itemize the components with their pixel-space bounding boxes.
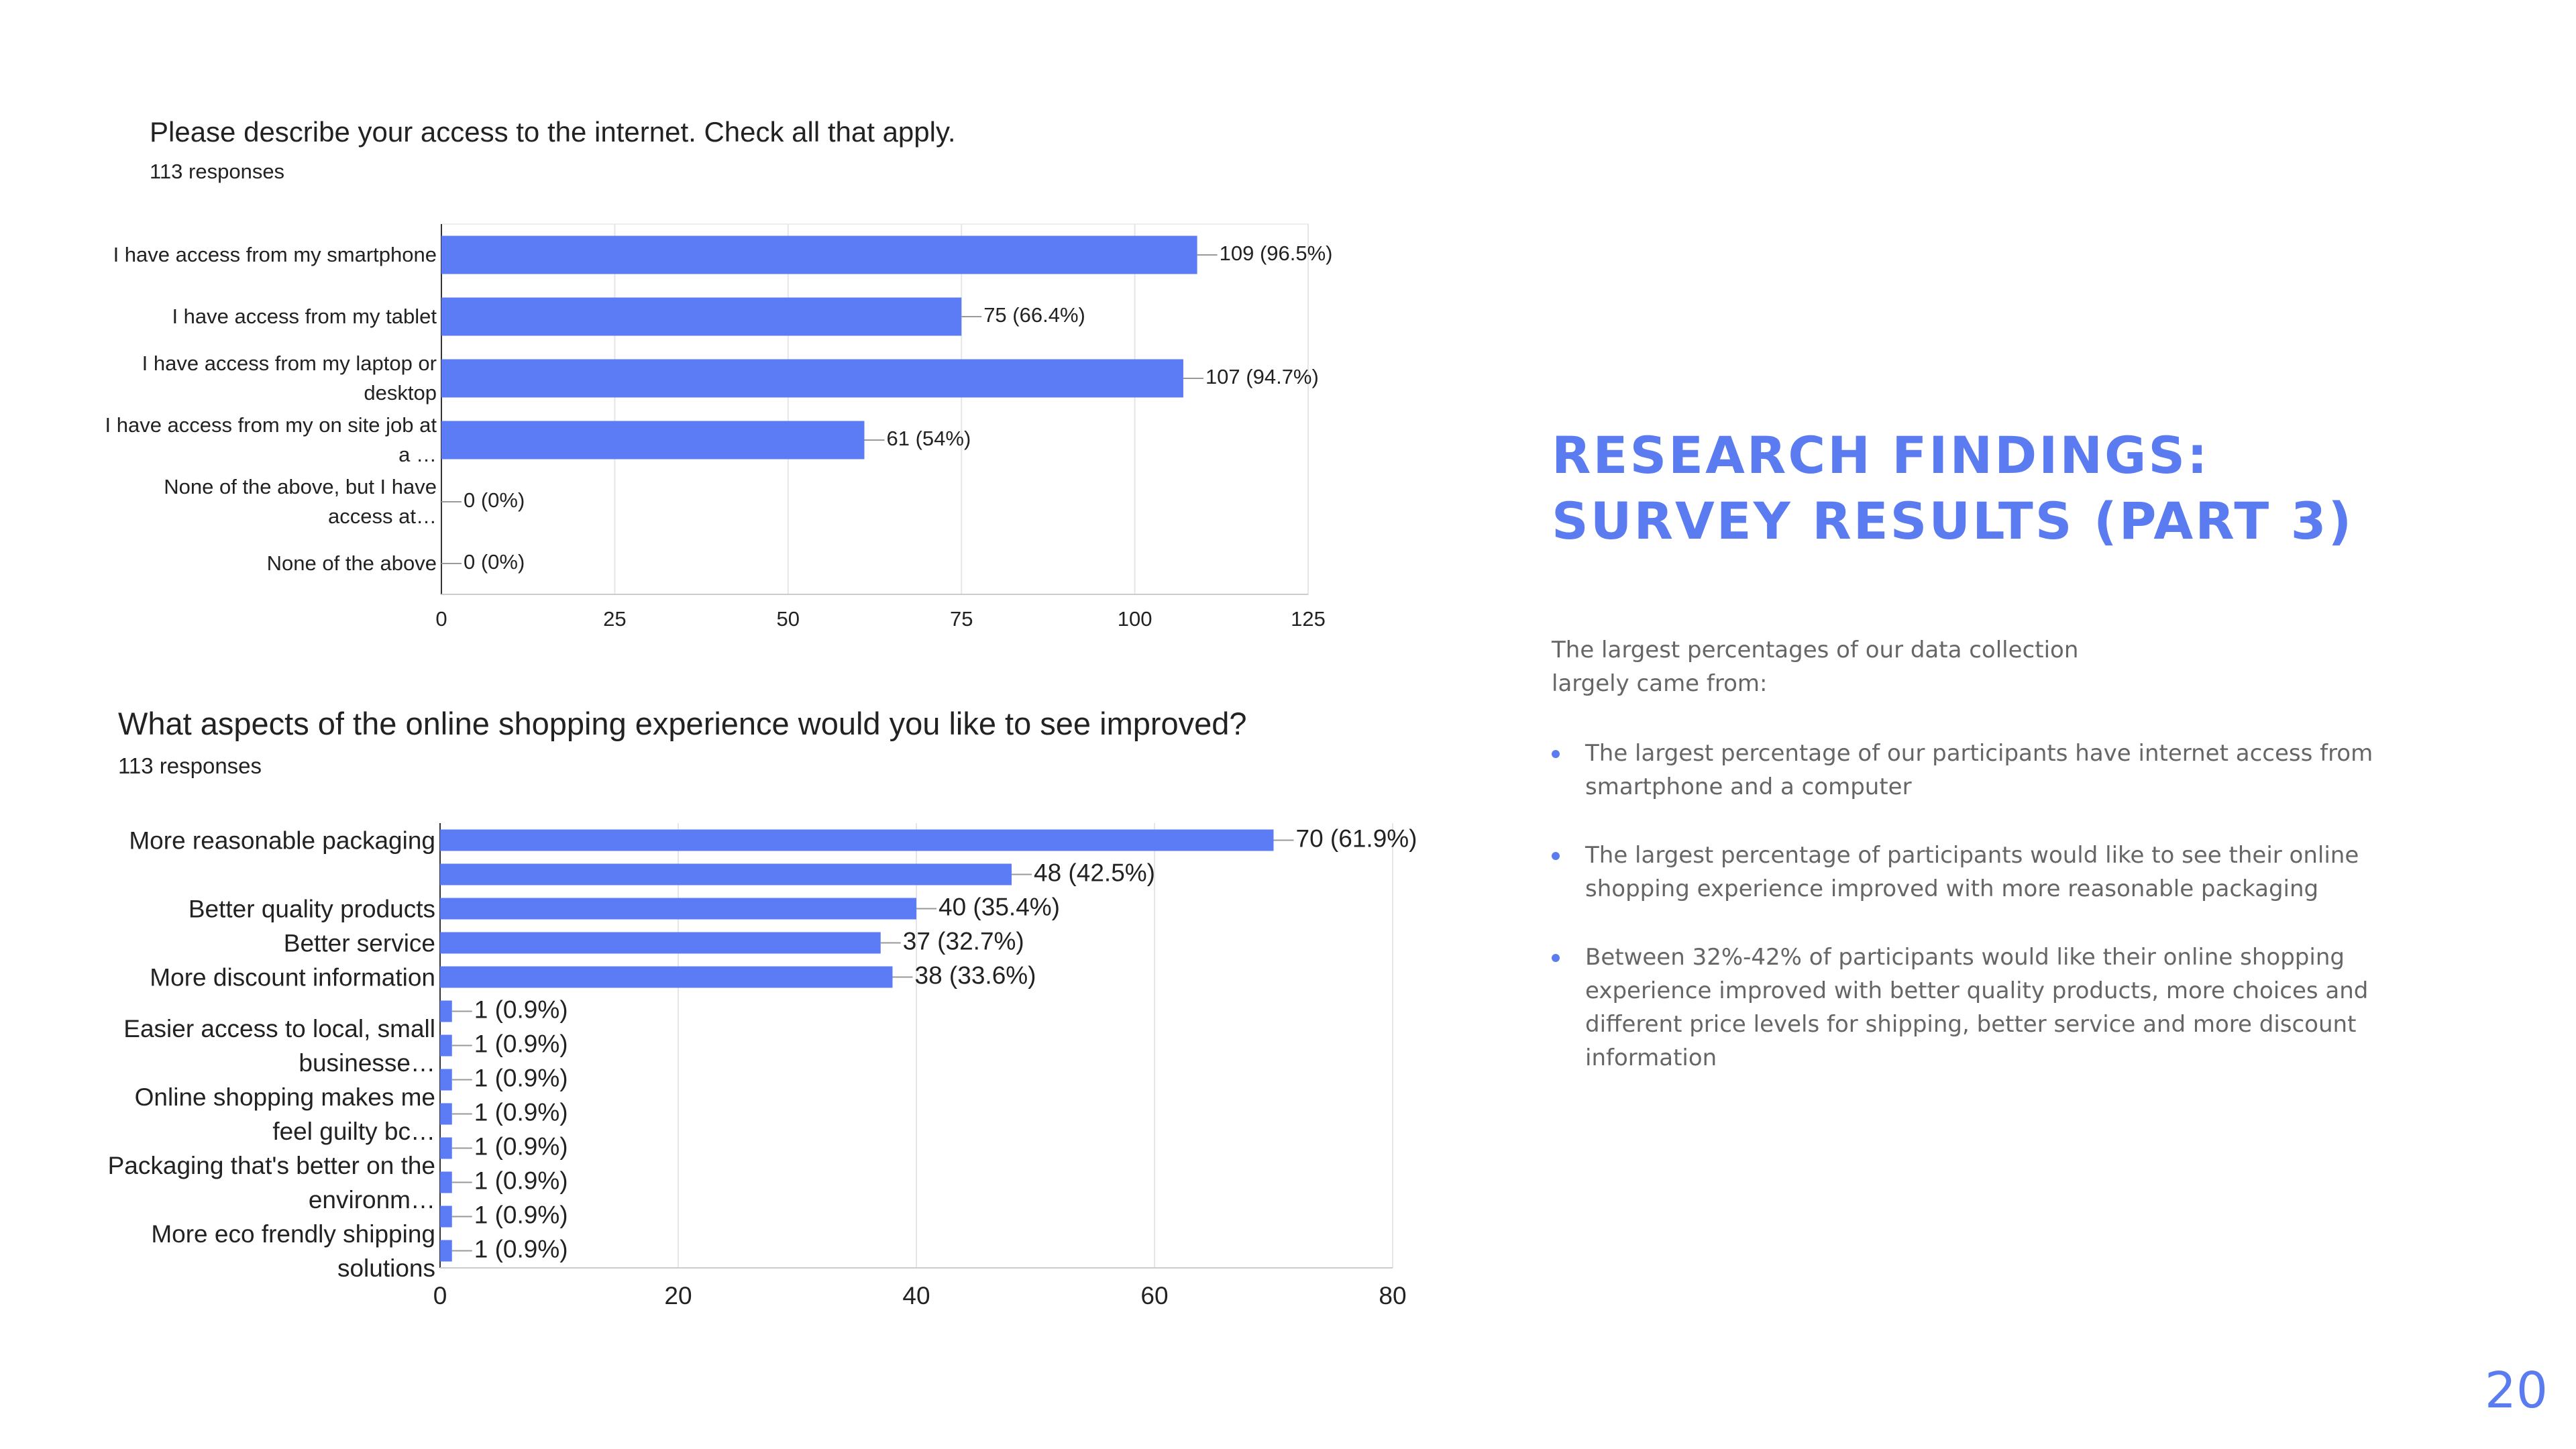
bar: [441, 421, 865, 460]
chart-subtitle: 113 responses: [118, 753, 262, 779]
value-label: 70 (61.9%): [1296, 824, 1417, 852]
bar: [440, 1137, 452, 1159]
value-label: 0 (0%): [464, 550, 525, 574]
value-label: 37 (32.7%): [903, 927, 1024, 955]
x-tick-label: 125: [1291, 607, 1326, 631]
page-number: 20: [2484, 1362, 2548, 1419]
value-label: 0 (0%): [464, 488, 525, 512]
x-tick-label: 50: [777, 607, 800, 631]
bar: [440, 966, 893, 988]
bar: [440, 863, 1012, 885]
chart-subtitle: 113 responses: [150, 160, 285, 184]
bar: [440, 1069, 452, 1091]
intro: The largest percentages of our data coll…: [1552, 637, 2079, 697]
value-label: 40 (35.4%): [938, 893, 1060, 920]
plot-frame: [441, 223, 1309, 595]
bar: [441, 297, 962, 336]
bar: [440, 1000, 452, 1022]
y-tick-label: Packaging that's better on the environm…: [107, 1151, 435, 1214]
y-tick-label: More discount information: [150, 963, 435, 991]
value-label: 107 (94.7%): [1205, 365, 1319, 388]
y-tick-label: Better quality products: [188, 895, 435, 922]
y-tick-label: I have access from my tablet: [172, 305, 437, 328]
x-tick-label: 20: [664, 1282, 692, 1309]
y-tick-label: More eco frendly shipping solutions: [151, 1220, 435, 1282]
value-label: 1 (0.9%): [474, 1030, 568, 1057]
y-tick-label: Online shopping makes me feel guilty bc…: [134, 1083, 435, 1145]
y-tick-label: I have access from my on site job at a …: [105, 413, 437, 466]
y-tick-label: None of the above, but I have access at…: [164, 475, 437, 528]
value-label: 1 (0.9%): [474, 1167, 568, 1194]
value-label: 1 (0.9%): [474, 1098, 568, 1126]
x-tick-label: 80: [1379, 1282, 1406, 1309]
x-tick-label: 60: [1140, 1282, 1168, 1309]
bar: [440, 898, 916, 920]
value-label: 48 (42.5%): [1034, 859, 1155, 886]
y-tick-label: None of the above: [266, 551, 437, 575]
value-label: 1 (0.9%): [474, 996, 568, 1023]
bar: [441, 235, 1197, 274]
y-tick-label: Easier access to local, small businesse…: [123, 1014, 435, 1077]
bar: [440, 932, 881, 954]
chart-title: What aspects of the online shopping expe…: [118, 705, 1247, 741]
y-tick-label: I have access from my laptop or desktop: [142, 352, 437, 405]
bullet: Between 32%-42% of participants would li…: [1552, 941, 2464, 1075]
bar: [440, 1171, 452, 1193]
heading: RESEARCH FINDINGS: SURVEY RESULTS (PART …: [1552, 423, 2464, 554]
x-tick-label: 40: [902, 1282, 930, 1309]
bar: [441, 359, 1183, 398]
value-label: 1 (0.9%): [474, 1064, 568, 1091]
bar: [440, 1034, 452, 1057]
x-tick-label: 75: [950, 607, 973, 631]
bullet: The largest percentage of participants w…: [1552, 839, 2464, 906]
value-label: 109 (96.5%): [1220, 241, 1333, 265]
value-label: 61 (54%): [886, 427, 971, 450]
bullet-list: The largest percentage of our participan…: [1552, 737, 2464, 1075]
bar: [440, 1103, 452, 1125]
y-tick-label: I have access from my smartphone: [113, 243, 437, 266]
value-label: 1 (0.9%): [474, 1201, 568, 1228]
chart-title: Please describe your access to the inter…: [150, 115, 956, 148]
findings: RESEARCH FINDINGS: SURVEY RESULTS (PART …: [1552, 423, 2464, 1110]
x-tick-label: 0: [433, 1282, 447, 1309]
value-label: 1 (0.9%): [474, 1235, 568, 1263]
x-tick-label: 25: [603, 607, 626, 631]
value-label: 1 (0.9%): [474, 1132, 568, 1160]
x-tick-label: 0: [435, 607, 447, 631]
x-tick-label: 100: [1118, 607, 1152, 631]
y-tick-label: More reasonable packaging: [129, 826, 435, 854]
value-label: 38 (33.6%): [915, 961, 1036, 989]
heading-line: RESEARCH FINDINGS:: [1552, 425, 2210, 485]
bar: [440, 1240, 452, 1262]
bar: [440, 1205, 452, 1228]
bullet: The largest percentage of our participan…: [1552, 737, 2464, 804]
bar: [440, 829, 1274, 851]
heading-line: SURVEY RESULTS (PART 3): [1552, 491, 2354, 551]
y-tick-label: Better service: [283, 929, 435, 957]
value-label: 75 (66.4%): [983, 303, 1085, 327]
